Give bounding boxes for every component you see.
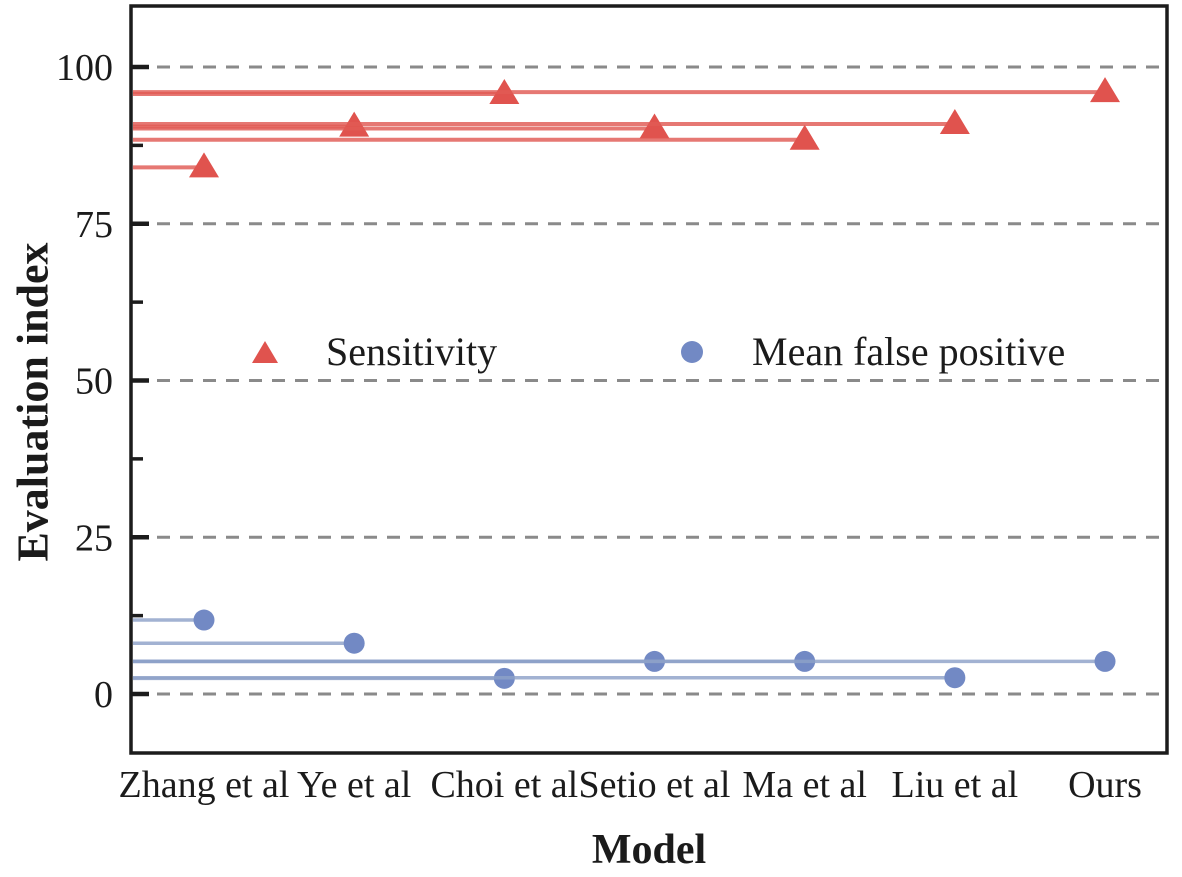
y-tick-label-50: 50 [75, 361, 113, 403]
y-tick-label-25: 25 [75, 517, 113, 559]
marker-sensitivity-triangle-0 [189, 152, 219, 178]
x-category-label-4: Ma et al [742, 764, 867, 806]
y-tick-label-75: 75 [75, 204, 113, 246]
marker-sensitivity-triangle-4 [789, 124, 820, 150]
y-tick-label-0: 0 [94, 674, 113, 716]
marker-mfp-circle-0 [193, 609, 215, 631]
x-category-label-0: Zhang et al [119, 764, 290, 806]
x-category-label-3: Setio et al [579, 764, 731, 806]
legend-item-sensitivity: Sensitivity [252, 328, 497, 375]
mean-false-positive-circle-icon [681, 340, 703, 363]
marker-mfp-circle-5 [944, 667, 966, 689]
y-tick-label-100: 100 [56, 47, 113, 89]
legend-item-mean-false-positive: Mean false positive [681, 328, 1065, 375]
x-category-label-2: Choi et al [430, 764, 578, 806]
marker-sensitivity-triangle-6 [1090, 77, 1121, 103]
marker-mfp-circle-6 [1094, 650, 1116, 672]
marker-mfp-circle-1 [343, 632, 365, 654]
y-axis-title: Evaluation index [8, 242, 58, 562]
x-axis-title: Model [591, 827, 707, 873]
x-category-label-6: Ours [1068, 764, 1142, 806]
x-category-label-5: Liu et al [892, 764, 1019, 806]
marker-sensitivity-triangle-5 [939, 109, 970, 135]
x-category-label-1: Ye et al [297, 764, 411, 806]
sensitivity-triangle-icon [252, 340, 278, 363]
legend-label-mean-false-positive: Mean false positive [752, 329, 1066, 374]
legend-label-sensitivity: Sensitivity [326, 329, 498, 374]
